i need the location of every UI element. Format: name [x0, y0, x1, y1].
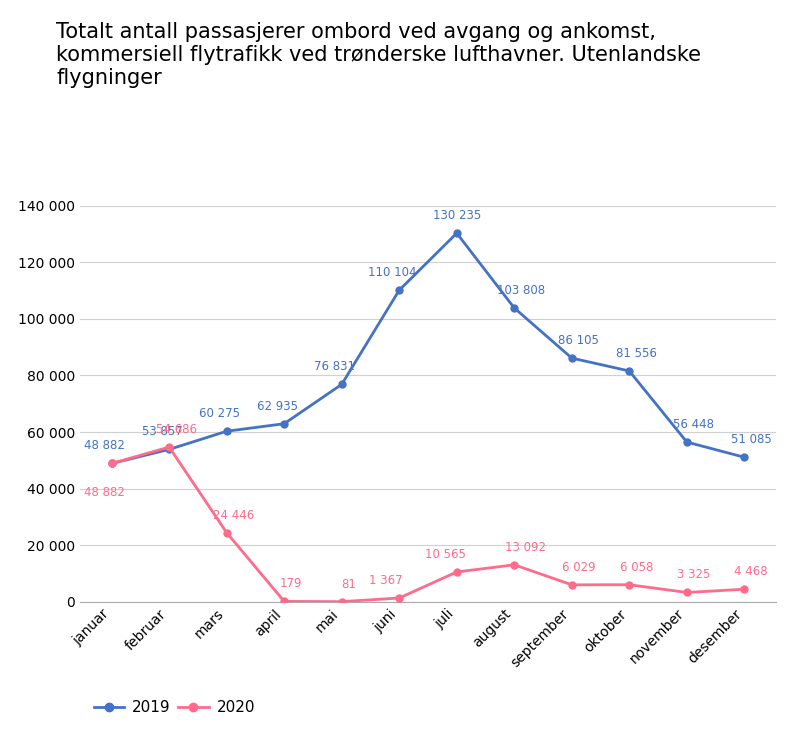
Text: 81: 81 — [342, 578, 356, 591]
Text: 13 092: 13 092 — [505, 541, 546, 553]
Text: 53 857: 53 857 — [142, 425, 182, 438]
Text: 1 367: 1 367 — [369, 574, 402, 587]
Text: 3 325: 3 325 — [677, 568, 710, 581]
Text: Totalt antall passasjerer ombord ved avgang og ankomst,
kommersiell flytrafikk v: Totalt antall passasjerer ombord ved avg… — [56, 22, 701, 88]
Text: 51 085: 51 085 — [731, 433, 772, 446]
Legend: 2019, 2020: 2019, 2020 — [88, 694, 261, 721]
Text: 48 882: 48 882 — [84, 486, 125, 498]
Text: 62 935: 62 935 — [257, 399, 298, 413]
Text: 81 556: 81 556 — [616, 347, 657, 360]
Text: 4 468: 4 468 — [734, 565, 768, 578]
Text: 24 446: 24 446 — [213, 509, 254, 522]
Text: 179: 179 — [280, 577, 302, 590]
Text: 56 448: 56 448 — [674, 418, 714, 431]
Text: 48 882: 48 882 — [84, 440, 125, 452]
Text: 60 275: 60 275 — [199, 407, 240, 420]
Text: 6 029: 6 029 — [562, 561, 595, 574]
Text: 130 235: 130 235 — [433, 209, 481, 222]
Text: 76 831: 76 831 — [314, 360, 355, 374]
Text: 103 808: 103 808 — [497, 284, 546, 297]
Text: 110 104: 110 104 — [368, 266, 417, 279]
Text: 6 058: 6 058 — [619, 561, 653, 573]
Text: 54 686: 54 686 — [156, 423, 197, 436]
Text: 10 565: 10 565 — [426, 548, 466, 561]
Text: 86 105: 86 105 — [558, 334, 599, 347]
